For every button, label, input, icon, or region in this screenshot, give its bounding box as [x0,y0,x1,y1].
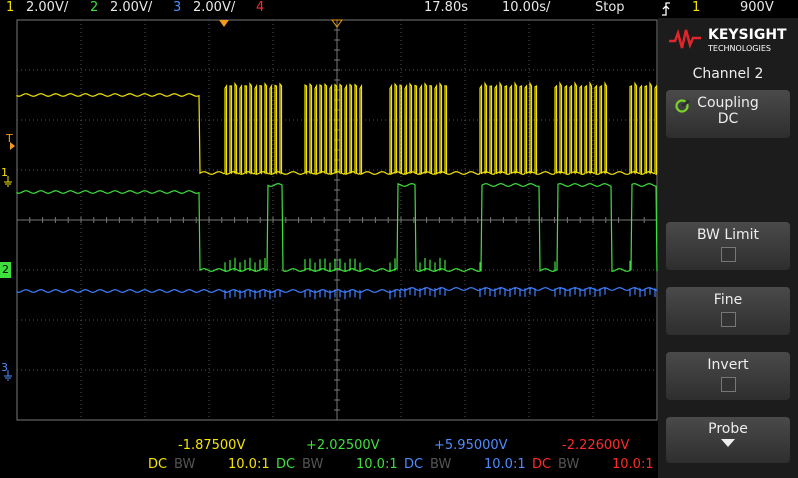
ch-number: 4 [256,0,265,15]
coupling: DC [276,457,296,472]
brand: KEYSIGHT [708,27,787,43]
trigger-level-marker: T [6,132,13,145]
offset: +5.95000V [434,438,508,453]
button-label: Probe [708,421,748,437]
probe-button[interactable]: Probe [666,417,790,463]
delay-marker [331,19,343,28]
ch2-trace [16,182,658,273]
probe-ratio: 10.0:1 [484,457,526,472]
checkbox [720,312,736,327]
trigger-edge-icon [662,2,670,16]
bw-limit: BW [430,457,452,472]
coupling: DC [148,457,168,472]
ch-scale: 2.00V/ [193,0,236,15]
probe-ratio: 10.0:1 [228,457,270,472]
softkey-panel: KEYSIGHT TECHNOLOGIES Channel 2 Coupling… [658,18,798,478]
trigger-position-marker [219,20,229,27]
menu-title: Channel 2 [692,66,764,82]
ch1-trace [16,81,658,176]
bw-limit: BW [558,457,580,472]
delay: 17.80s [424,0,468,15]
run-state: Stop [595,0,625,15]
trigger-level: 900V [740,0,774,15]
button-label: Coupling [697,95,759,111]
checkbox [720,247,736,262]
ch1-ground-marker: 1 [1,166,8,179]
ch-scale: 2.00V/ [110,0,153,15]
brand-logo [669,28,701,49]
bw-limit: BW [174,457,196,472]
ch3-trace [16,286,658,300]
ch-scale: 2.00V/ [26,0,69,15]
ch3-ground-marker: 3 [1,361,8,374]
checkbox [720,377,736,392]
trigger-source: 1 [692,0,701,15]
bw-limit-button[interactable]: BW Limit [666,222,790,270]
bw-limit: BW [302,457,324,472]
trigger-arrow [10,142,15,150]
offset: +2.02500V [306,438,380,453]
coupling: DC [532,457,552,472]
down-arrow [721,439,735,447]
probe-ratio: 10.0:1 [356,457,398,472]
button-value: DC [717,111,739,127]
ground-symbol [4,176,12,187]
probe-ratio: 10.0:1 [612,457,654,472]
fine-button[interactable]: Fine [666,287,790,335]
offset: -1.87500V [178,438,246,453]
button-label: Invert [707,357,749,373]
brand-sub: TECHNOLOGIES [708,44,771,53]
offset: -2.22600V [562,438,630,453]
button-label: BW Limit [696,227,760,243]
waveform-display [4,19,658,421]
coupling: DC [404,457,424,472]
button-label: Fine [713,292,743,308]
invert-button[interactable]: Invert [666,352,790,400]
coupling-button[interactable]: Coupling DC [666,90,790,138]
ground-symbol [4,370,12,381]
rotate-icon [675,99,690,113]
timebase: 10.00s/ [502,0,551,15]
ch-number: 2 [90,0,99,15]
ch-number: 1 [6,0,15,15]
ch2-ground-marker: 2 [0,262,11,278]
ch-number: 3 [173,0,182,15]
